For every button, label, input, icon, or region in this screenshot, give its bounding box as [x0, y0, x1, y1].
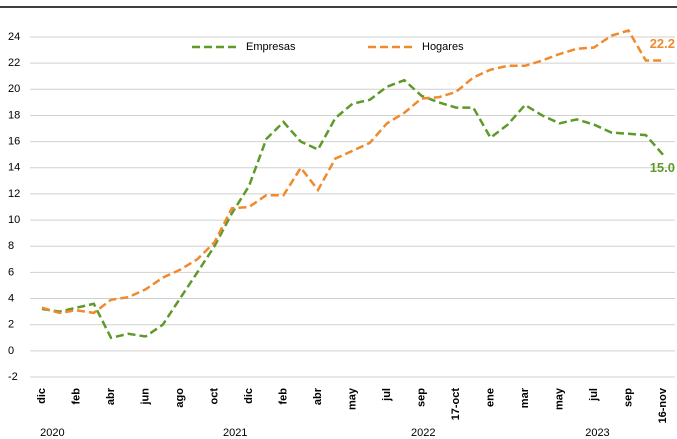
x-tick-label: ago: [174, 388, 186, 408]
y-tick-label: 24: [8, 31, 20, 43]
year-label: 2021: [223, 427, 247, 439]
x-tick-label: 16-nov: [657, 387, 669, 423]
x-tick-label: abr: [105, 387, 117, 405]
year-label: 2023: [585, 427, 609, 439]
series-line: [41, 78, 664, 340]
x-tick-label: sep: [415, 388, 427, 407]
year-label: 2022: [411, 427, 435, 439]
y-tick-label: 10: [8, 214, 20, 226]
x-tick-label: 17-oct: [450, 388, 462, 421]
x-tick-label: jun: [139, 388, 151, 406]
y-tick-label: 22: [8, 57, 20, 69]
legend-label: Empresas: [246, 41, 296, 53]
y-tick-label: 20: [8, 83, 20, 95]
y-tick-label: 18: [8, 109, 20, 121]
x-tick-label: dic: [243, 388, 255, 404]
x-tick-label: abr: [312, 387, 324, 405]
value-label: 22.2: [650, 36, 675, 51]
y-tick-label: 14: [8, 162, 20, 174]
x-tick-label: dic: [36, 388, 48, 404]
y-tick-label: 4: [8, 292, 14, 304]
x-tick-label: oct: [208, 388, 220, 405]
x-tick-label: mar: [519, 387, 531, 408]
value-label: 15.0: [650, 160, 675, 175]
year-label: 2020: [40, 427, 64, 439]
series-line: [41, 29, 663, 315]
y-tick-label: 12: [8, 188, 20, 200]
x-tick-label: jul: [588, 388, 600, 402]
x-tick-label: may: [346, 387, 358, 410]
y-tick-label: 0: [8, 345, 14, 357]
y-tick-label: -2: [8, 371, 18, 383]
x-tick-label: feb: [70, 388, 82, 405]
y-tick-label: 6: [8, 266, 14, 278]
x-tick-label: may: [553, 387, 565, 410]
y-tick-label: 8: [8, 240, 14, 252]
y-tick-label: 2: [8, 319, 14, 331]
x-tick-label: jul: [381, 388, 393, 402]
legend-label: Hogares: [422, 41, 464, 53]
y-tick-label: 16: [8, 136, 20, 148]
x-tick-label: ene: [484, 388, 496, 407]
x-tick-label: feb: [277, 388, 289, 405]
x-tick-label: sep: [622, 388, 634, 407]
